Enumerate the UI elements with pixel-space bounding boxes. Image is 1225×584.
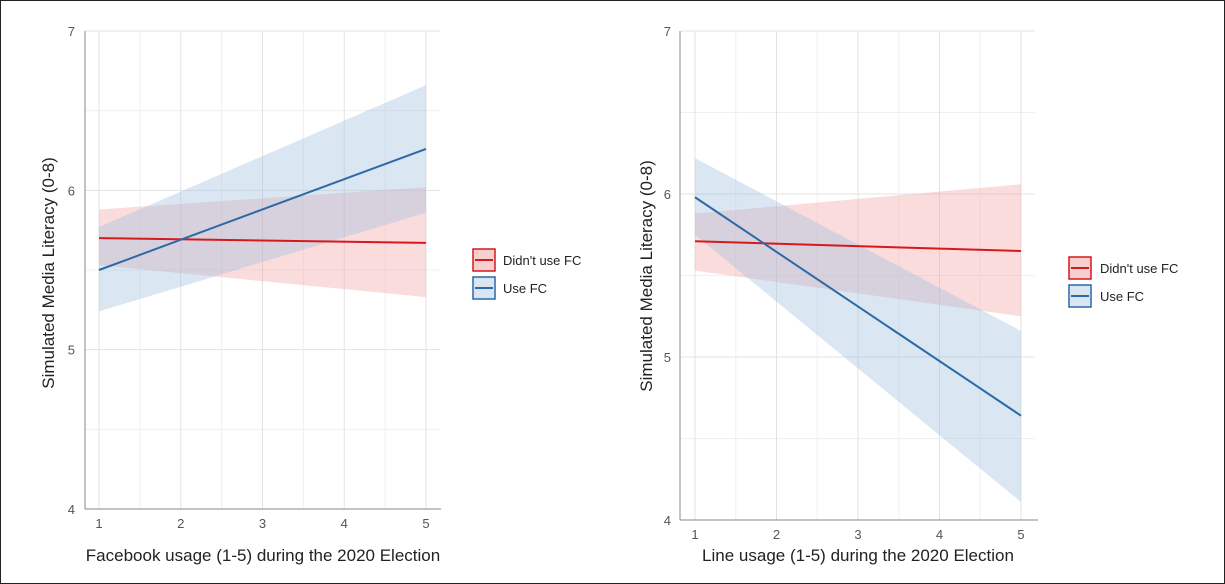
legend: Didn't use FC Use FC [1068, 256, 1178, 308]
x-tick-label: 1 [95, 516, 102, 531]
ci-ribbon-didnt-use-fc [99, 187, 426, 298]
x-tick-label: 1 [691, 527, 698, 542]
gridlines [681, 30, 1035, 521]
y-tick-labels: 4 5 6 7 [68, 24, 75, 517]
y-tick-label: 7 [664, 24, 671, 39]
y-tick-label: 5 [664, 350, 671, 365]
x-axis-title: Facebook usage (1-5) during the 2020 Ele… [86, 546, 440, 565]
x-tick-label: 4 [936, 527, 943, 542]
legend-label-use-fc: Use FC [503, 281, 547, 296]
legend-label-didnt-use-fc: Didn't use FC [1100, 261, 1178, 276]
legend-label-didnt-use-fc: Didn't use FC [503, 253, 581, 268]
x-tick-label: 4 [341, 516, 348, 531]
gridlines [85, 30, 440, 510]
y-tick-label: 7 [68, 24, 75, 39]
series-line-didnt-use-fc [98, 237, 427, 244]
x-tick-label: 5 [422, 516, 429, 531]
x-tick-labels: 1 2 3 4 5 [95, 516, 429, 531]
y-axis-title: Simulated Media Literacy (0-8) [637, 160, 656, 391]
series-line-didnt-use-fc [694, 240, 1022, 253]
x-tick-label: 2 [773, 527, 780, 542]
y-tick-label: 5 [68, 343, 75, 358]
series-lines [694, 196, 1022, 417]
panel-facebook: 1 2 3 4 5 4 5 6 7 Facebook usage (1-5) during t… [39, 24, 581, 565]
y-tick-label: 4 [68, 502, 75, 517]
x-axis-title: Line usage (1-5) during the 2020 Electio… [702, 546, 1014, 565]
x-tick-labels: 1 2 3 4 5 [691, 527, 1024, 542]
series-line-use-fc [694, 196, 1022, 417]
panel-line: 1 2 3 4 5 4 5 6 7 Line usage (1-5) during the 2… [637, 24, 1178, 565]
x-tick-label: 5 [1017, 527, 1024, 542]
ci-ribbon-use-fc [99, 85, 426, 312]
series-line-use-fc [98, 147, 427, 271]
x-tick-label: 2 [177, 516, 184, 531]
x-tick-label: 3 [259, 516, 266, 531]
y-axis-title: Simulated Media Literacy (0-8) [39, 157, 58, 388]
y-tick-label: 6 [664, 187, 671, 202]
ci-ribbon-didnt-use-fc [695, 184, 1021, 317]
series-lines [98, 147, 427, 271]
y-tick-label: 6 [68, 183, 75, 198]
y-tick-label: 4 [664, 513, 671, 528]
x-tick-label: 3 [854, 527, 861, 542]
legend-label-use-fc: Use FC [1100, 289, 1144, 304]
y-tick-labels: 4 5 6 7 [664, 24, 671, 528]
confidence-ribbons [99, 85, 426, 312]
legend: Didn't use FC Use FC [472, 248, 581, 300]
